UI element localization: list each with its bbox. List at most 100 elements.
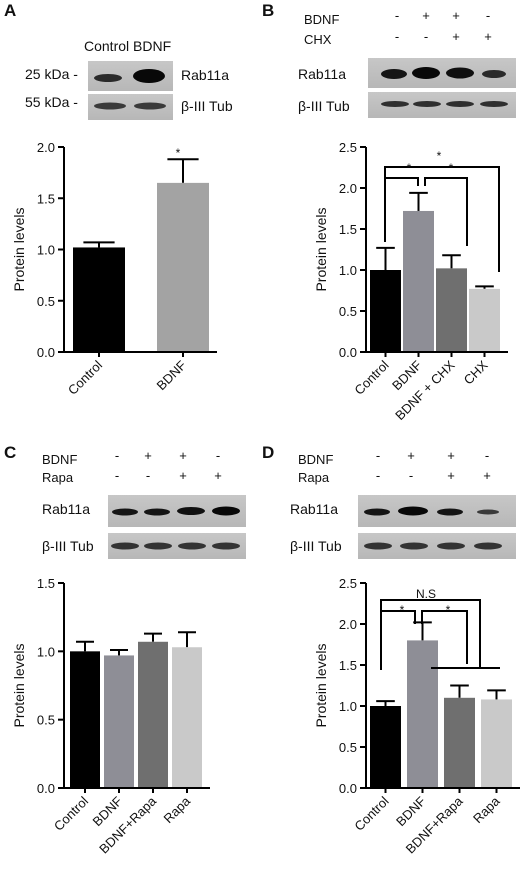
significance-star: * [437,149,442,163]
blot-band [112,508,138,516]
y-tick-label: 2.0 [339,181,357,196]
x-tick-label: CHX [461,357,491,387]
condition-mark: + [214,468,222,483]
bar-control [73,247,125,352]
x-tick-label: Rapa [470,793,503,826]
blot-d-tubulin [358,533,516,559]
bar-bdnf [407,640,438,788]
significance-ns: N.S [416,587,436,601]
significance-a: * [176,146,181,160]
bar-control [370,706,401,788]
y-tick-label: 0.0 [339,781,357,796]
condition-label-rapa-c: Rapa [42,470,74,485]
panel-c: C BDNF Rapa - + + - - - + + Rab11a β-III… [4,443,246,559]
blot-header-a: Control BDNF [84,38,171,54]
blot-name-rab11a-a: Rab11a [181,67,229,83]
blot-c-rab11a [108,495,246,527]
y-tick-label: 1.5 [339,222,357,237]
x-tick-label: Rapa [161,793,194,826]
bracket-line [384,177,419,187]
bar-bdnf [403,210,434,352]
condition-label-bdnf-d: BDNF [298,452,333,467]
y-tick-label: 2.5 [339,576,357,591]
y-tick-label: 1.5 [37,191,55,206]
y-tick-label: 2.0 [37,140,55,155]
condition-mark: + [179,468,187,483]
condition-mark: - [395,29,399,44]
blot-band [134,102,166,110]
condition-mark: - [216,448,220,463]
y-tick-label: 1.0 [37,644,55,659]
condition-mark: - [395,8,399,23]
condition-mark: + [452,29,460,44]
blot-band [477,509,499,515]
condition-marks-c: - + + - - - + + [115,448,222,483]
y-axis-label: Protein levels [313,207,329,291]
blot-band [177,507,205,515]
condition-mark: + [407,448,415,463]
bar-control [70,651,100,788]
condition-marks-b: - + + - - - + + [395,8,492,44]
condition-mark: + [483,468,491,483]
y-tick-label: 2.5 [339,140,357,155]
condition-mark: + [447,448,455,463]
condition-label-bdnf-b: BDNF [304,12,339,27]
condition-marks-d: - + + - - - + + [376,448,491,483]
y-axis-label: Protein levels [11,643,27,727]
significance-d [380,599,500,670]
condition-mark: - [409,468,413,483]
mw-label-rab11a-a: 25 kDa - [25,66,78,82]
panel-label-d: D [262,443,274,462]
blot-band [480,101,508,107]
significance-d-labels: N.S * * [400,587,451,617]
blot-band [364,508,390,516]
x-tick-label: BDNF [393,793,429,829]
blot-band [212,506,240,516]
condition-mark: + [484,29,492,44]
blot-band [437,508,463,516]
blot-band [474,542,502,550]
bar-bdnf [104,655,134,788]
blot-name-rab11a-d: Rab11a [290,501,338,517]
x-tick-label: Control [51,793,91,833]
panel-a: A Control BDNF 25 kDa - Rab11a 55 kDa - … [4,1,233,120]
significance-star: * [449,161,454,175]
bar-bdnf [157,182,209,352]
condition-label-chx-b: CHX [304,32,332,47]
blot-band [381,101,409,107]
x-tick-label: Control [351,793,391,833]
condition-mark: + [422,8,430,23]
blot-band [111,542,139,550]
blot-band [398,506,428,516]
bracket-line [384,166,500,272]
significance-b [384,166,500,272]
bracket-line [421,610,468,664]
panel-d: D BDNF Rapa - + + - - - + + Rab11a β-III… [262,443,516,559]
significance-star: * [446,603,451,617]
bar-chx [469,288,500,352]
y-axis-label: Protein levels [313,643,329,727]
bar-bdnf-rapa [138,641,168,788]
blot-band [133,69,165,83]
y-tick-label: 0.5 [339,304,357,319]
condition-mark: + [447,468,455,483]
blot-a-rab11a: 25 kDa - Rab11a [25,61,229,91]
bracket-line [380,599,481,670]
bar-bdnf-chx [436,268,467,352]
blot-band [437,542,465,550]
panel-label-c: C [4,443,16,462]
blot-band [400,542,428,550]
bar-chart-d: 0.0 0.5 1.0 1.5 2.0 2.5 Protein levels Control B… [313,576,520,856]
x-tick-label: Control [65,357,105,397]
blot-band [446,101,474,107]
condition-mark: + [452,8,460,23]
significance-star: * [407,161,412,175]
bracket-line [424,177,468,246]
blot-band [413,101,441,107]
condition-label-bdnf-c: BDNF [42,452,77,467]
panel-label-b: B [262,1,274,20]
blot-band [446,67,474,79]
blot-band [482,70,506,78]
